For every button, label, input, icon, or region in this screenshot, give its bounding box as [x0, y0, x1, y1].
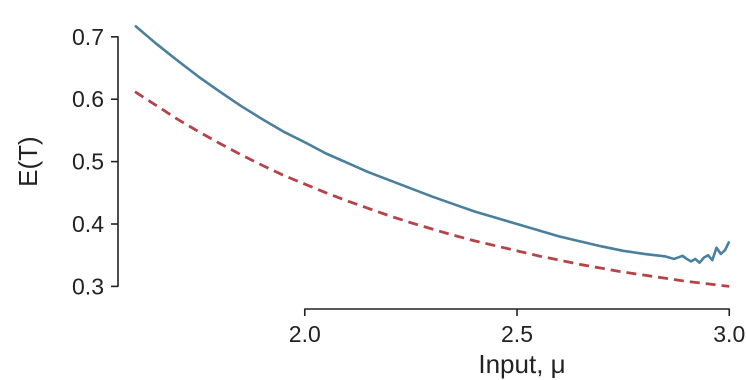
data-point	[673, 258, 675, 260]
data-point	[703, 256, 705, 258]
data-point	[728, 285, 730, 287]
data-point	[720, 253, 722, 255]
data-point	[367, 207, 369, 209]
data-point	[155, 104, 157, 106]
data-point	[282, 130, 284, 132]
data-point	[601, 267, 603, 269]
data-point	[473, 240, 475, 242]
data-point	[537, 229, 539, 231]
data-point	[686, 280, 688, 282]
data-point	[495, 217, 497, 219]
data-point	[240, 105, 242, 107]
data-point	[664, 255, 666, 257]
data-point	[410, 187, 412, 189]
data-point	[219, 91, 221, 93]
data-point	[698, 261, 700, 263]
data-point	[473, 210, 475, 212]
data-point	[715, 247, 717, 249]
data-point	[325, 192, 327, 194]
data-point	[346, 200, 348, 202]
data-point	[579, 240, 581, 242]
y-tick-label: 0.5	[72, 149, 104, 175]
data-point	[686, 258, 688, 260]
series-layer	[134, 24, 731, 288]
data-point	[325, 152, 327, 154]
data-point	[261, 118, 263, 120]
data-point	[579, 263, 581, 265]
data-point	[388, 179, 390, 181]
data-point	[728, 240, 730, 242]
data-point	[134, 24, 136, 26]
data-point	[367, 171, 369, 173]
data-point	[495, 245, 497, 247]
data-point	[643, 253, 645, 255]
data-point	[346, 162, 348, 164]
data-point	[431, 195, 433, 197]
x-axis-ticks: 2.0 2.5 3.0	[289, 309, 745, 347]
data-point	[410, 222, 412, 224]
data-point	[176, 118, 178, 120]
data-point	[516, 223, 518, 225]
data-point	[452, 203, 454, 205]
data-point	[690, 260, 692, 262]
y-tick-label: 0.7	[72, 24, 104, 50]
data-point	[261, 164, 263, 166]
data-point	[601, 245, 603, 247]
y-axis-ticks: 0.3 0.4 0.5 0.6 0.7	[72, 24, 118, 299]
data-point	[707, 283, 709, 285]
y-tick-label: 0.4	[72, 211, 104, 237]
data-point	[622, 250, 624, 252]
data-point	[681, 255, 683, 257]
data-point	[537, 255, 539, 257]
x-axis-title: Input, μ	[478, 349, 565, 379]
data-point	[304, 183, 306, 185]
data-point	[197, 76, 199, 78]
data-point	[431, 228, 433, 230]
data-point	[304, 141, 306, 143]
data-point	[622, 271, 624, 273]
x-tick-label: 2.0	[289, 321, 321, 347]
data-point	[155, 42, 157, 44]
data-point	[282, 174, 284, 176]
data-point	[724, 249, 726, 251]
y-tick-label: 0.6	[72, 86, 104, 112]
y-tick-label: 0.3	[72, 273, 104, 299]
series-line-dashed	[134, 90, 730, 288]
data-point	[558, 259, 560, 261]
data-point	[643, 274, 645, 276]
data-point	[558, 235, 560, 237]
data-point	[707, 254, 709, 256]
data-point	[134, 91, 136, 93]
data-point	[664, 277, 666, 279]
y-axis-title: E(T)	[13, 136, 43, 187]
data-point	[219, 142, 221, 144]
data-point	[516, 250, 518, 252]
data-point	[240, 154, 242, 156]
data-point	[694, 258, 696, 260]
data-point	[452, 234, 454, 236]
x-tick-label: 3.0	[713, 321, 745, 347]
data-point	[388, 215, 390, 217]
data-point	[711, 259, 713, 261]
series-line-solid	[134, 24, 731, 264]
x-tick-label: 2.5	[501, 321, 533, 347]
data-point	[176, 59, 178, 61]
data-point	[197, 130, 199, 132]
